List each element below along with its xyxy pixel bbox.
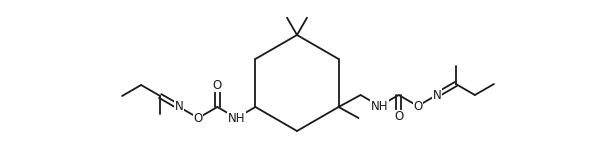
Text: NH: NH — [371, 100, 389, 113]
Text: O: O — [194, 112, 203, 125]
Text: O: O — [213, 78, 222, 92]
Text: N: N — [433, 89, 441, 102]
Text: O: O — [413, 100, 423, 113]
Text: N: N — [175, 101, 184, 114]
Text: NH: NH — [228, 112, 245, 125]
Text: O: O — [394, 111, 403, 124]
